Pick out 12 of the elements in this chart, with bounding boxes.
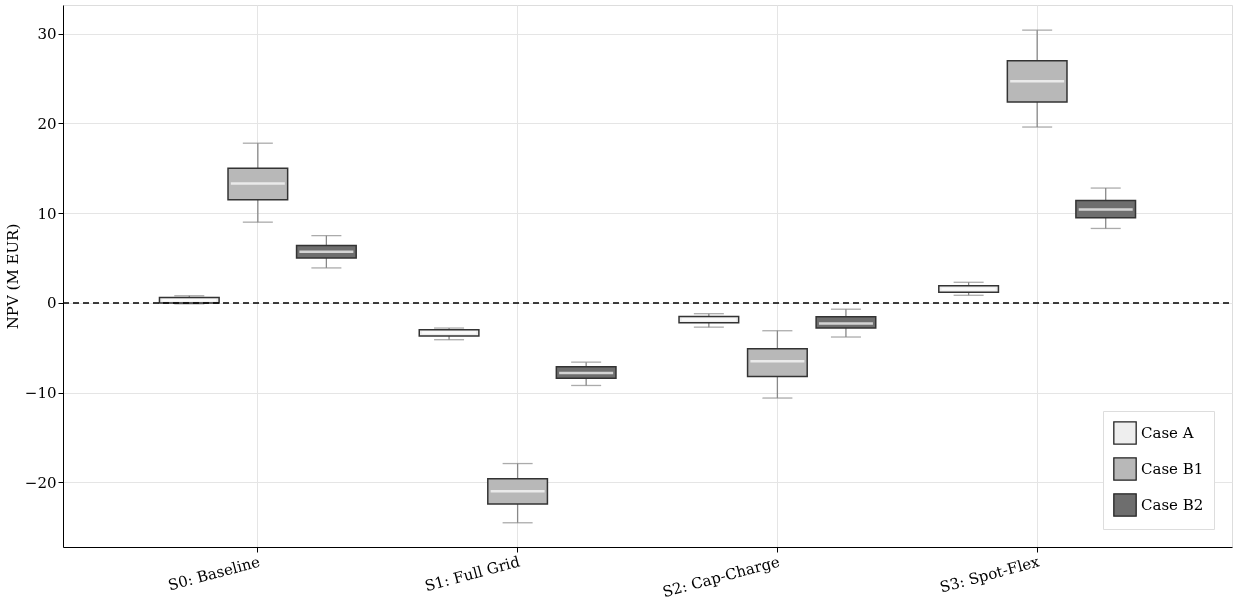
legend-label: Case B1 — [1141, 460, 1204, 478]
legend-label: Case A — [1141, 424, 1194, 442]
y-tick-label: −20 — [24, 473, 57, 492]
y-tick-label: 0 — [46, 294, 57, 313]
y-tick-label: −10 — [24, 384, 57, 403]
y-tick-label: 10 — [37, 204, 57, 223]
legend-label: Case B2 — [1141, 496, 1204, 514]
y-tick-label: 20 — [37, 114, 57, 133]
y-tick-label: 30 — [37, 25, 57, 44]
x-tick-label: S0: Baseline — [166, 552, 263, 595]
y-axis-title: NPV (M EUR) — [3, 223, 22, 330]
x-tick-label: S1: Full Grid — [422, 552, 523, 596]
